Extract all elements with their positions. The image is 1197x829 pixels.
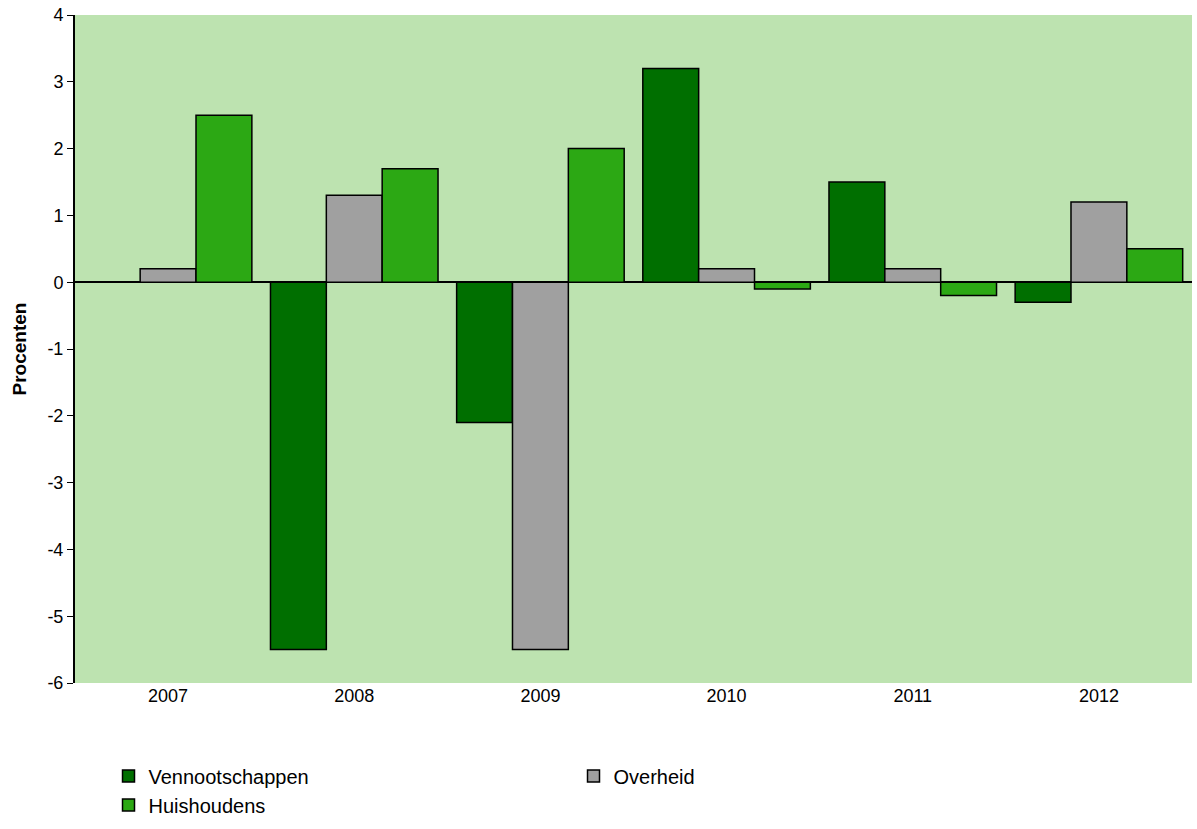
svg-text:2008: 2008 — [334, 686, 374, 706]
svg-text:4: 4 — [53, 5, 63, 25]
svg-text:1: 1 — [53, 206, 63, 226]
svg-text:2009: 2009 — [520, 686, 560, 706]
svg-text:-1: -1 — [47, 339, 63, 359]
svg-text:Huishoudens: Huishoudens — [149, 795, 266, 817]
svg-text:Procenten: Procenten — [9, 303, 30, 396]
svg-text:3: 3 — [53, 72, 63, 92]
svg-text:-6: -6 — [47, 673, 63, 693]
svg-text:-5: -5 — [47, 607, 63, 627]
svg-text:-4: -4 — [47, 540, 63, 560]
svg-text:2010: 2010 — [707, 686, 747, 706]
svg-text:-2: -2 — [47, 406, 63, 426]
svg-text:Vennootschappen: Vennootschappen — [149, 766, 309, 788]
svg-text:2007: 2007 — [148, 686, 188, 706]
svg-text:Overheid: Overheid — [614, 766, 695, 788]
svg-text:-3: -3 — [47, 473, 63, 493]
svg-text:2012: 2012 — [1079, 686, 1119, 706]
svg-text:0: 0 — [53, 273, 63, 293]
svg-text:2011: 2011 — [893, 686, 932, 706]
svg-text:2: 2 — [53, 139, 63, 159]
